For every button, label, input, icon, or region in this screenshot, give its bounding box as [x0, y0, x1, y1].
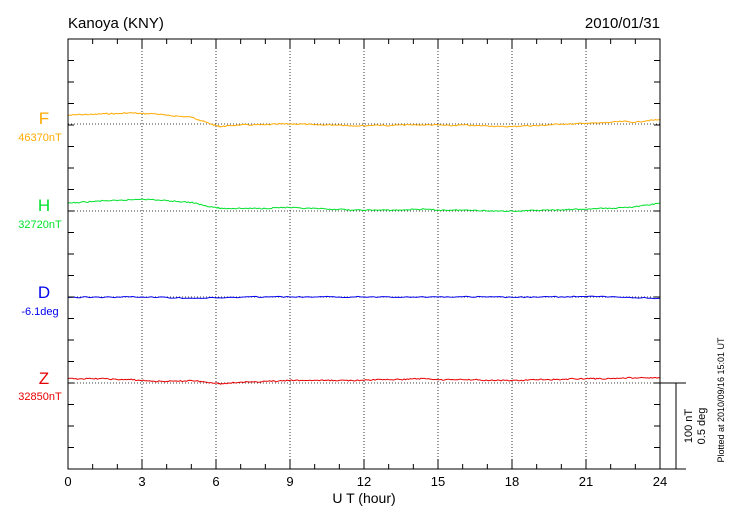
- series-line-d: [68, 295, 661, 300]
- series-name-z: Z: [39, 369, 49, 388]
- station-title: Kanoya (KNY): [68, 15, 164, 32]
- x-tick-label: 6: [212, 474, 219, 489]
- x-tick-label: 3: [138, 474, 145, 489]
- series-line-f: [67, 112, 660, 128]
- x-tick-label: 21: [579, 474, 593, 489]
- x-tick-label: 12: [357, 474, 371, 489]
- series-name-f: F: [39, 109, 49, 128]
- x-tick-label: 24: [653, 474, 667, 489]
- x-tick-label: 15: [431, 474, 445, 489]
- x-tick-label: 18: [505, 474, 519, 489]
- scale-label-deg: 0.5 deg: [696, 408, 708, 445]
- series-baseline-f: 46370nT: [18, 132, 62, 144]
- series-baseline-z: 32850nT: [18, 391, 62, 403]
- series-line-h: [67, 198, 660, 213]
- series-labels: F 46370nT H 32720nT D -6.1deg Z 32850nT: [18, 109, 62, 403]
- series-name-d: D: [38, 283, 50, 302]
- series-name-h: H: [38, 196, 50, 215]
- date-title: 2010/01/31: [585, 15, 660, 32]
- scale-bar: 100 nT 0.5 deg: [660, 382, 708, 470]
- x-axis-label: U T (hour): [332, 490, 395, 506]
- series-baseline-d: -6.1deg: [21, 306, 58, 318]
- x-tick-labels: 0 3 6 9 12 15 18 21 24: [64, 474, 667, 489]
- x-tick-label: 9: [286, 474, 293, 489]
- series-line-z: [67, 376, 661, 385]
- plotted-timestamp: Plotted at 2010/09/16 15:01 UT: [716, 337, 726, 463]
- series-baseline-h: 32720nT: [18, 219, 62, 231]
- plot-frame: [67, 38, 661, 470]
- series-lines: [67, 112, 661, 385]
- x-tick-label: 0: [64, 474, 71, 489]
- scale-label-nt: 100 nT: [683, 409, 695, 444]
